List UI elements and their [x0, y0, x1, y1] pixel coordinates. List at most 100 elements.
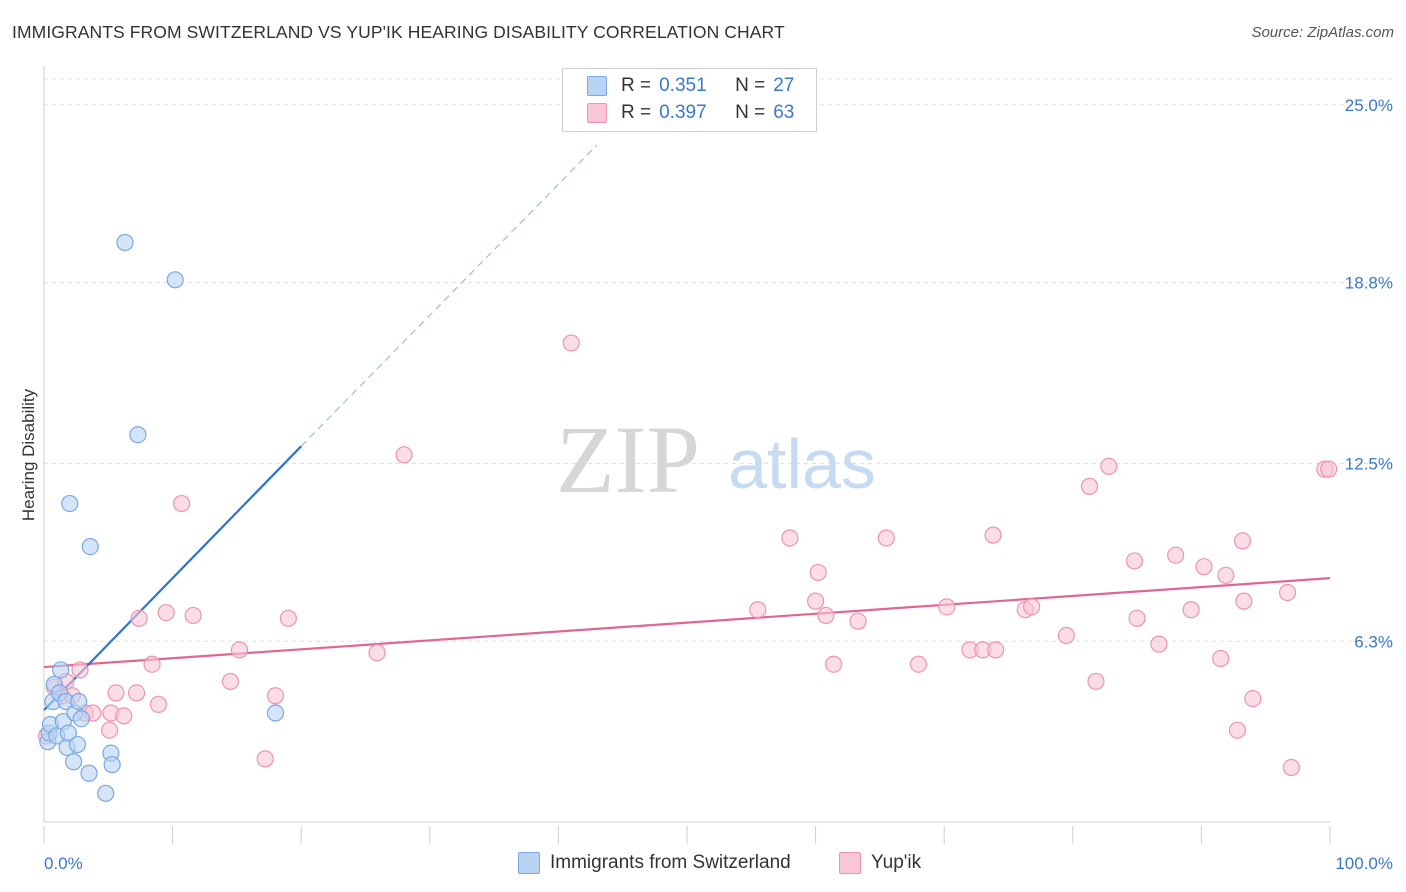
- point-yupik: [825, 655, 843, 673]
- series-legend: Immigrants from Switzerland Yup'ik: [0, 852, 1406, 878]
- legend-label-switzerland: Immigrants from Switzerland: [550, 852, 791, 873]
- legend-r-label: R =: [621, 102, 652, 123]
- point-yupik: [1125, 552, 1144, 570]
- point-yupik: [1057, 626, 1075, 645]
- point-yupik: [230, 641, 249, 659]
- point-yupik: [1228, 721, 1247, 739]
- legend-swatch-blue: [587, 76, 607, 96]
- point-yupik: [127, 684, 146, 702]
- point-switzerland: [129, 426, 147, 444]
- point-yupik: [1080, 477, 1099, 495]
- legend-n-label: N =: [735, 102, 766, 123]
- legend-swatch-pink: [839, 852, 861, 874]
- source-label: Source: ZipAtlas.com: [1251, 24, 1394, 41]
- point-yupik: [221, 672, 240, 691]
- point-switzerland: [72, 710, 90, 728]
- point-switzerland: [103, 756, 121, 774]
- point-yupik: [184, 606, 202, 625]
- x-tick-label-min: 0.0%: [44, 854, 83, 873]
- point-yupik: [130, 609, 148, 627]
- legend-r-value: 0.351: [659, 75, 707, 96]
- point-switzerland: [64, 753, 83, 771]
- point-yupik: [562, 334, 580, 352]
- y-tick-label: 12.5%: [1345, 454, 1393, 473]
- point-yupik: [1217, 566, 1235, 584]
- point-switzerland: [80, 764, 98, 782]
- point-yupik: [1233, 532, 1252, 550]
- point-switzerland: [61, 494, 79, 513]
- point-yupik: [1320, 460, 1338, 478]
- trend-line-yupik: [43, 577, 1331, 669]
- point-yupik: [1282, 758, 1301, 777]
- legend-n-value: 63: [773, 102, 795, 123]
- legend-n-value: 27: [773, 75, 795, 96]
- point-yupik: [149, 695, 168, 713]
- point-switzerland: [97, 784, 115, 802]
- watermark: ZIP atlas: [556, 406, 876, 513]
- point-yupik: [115, 707, 133, 725]
- axes: [43, 66, 1331, 844]
- point-yupik: [107, 684, 125, 702]
- point-switzerland: [116, 233, 134, 252]
- legend-label-yupik: Yup'ik: [871, 852, 922, 873]
- point-switzerland: [166, 271, 184, 289]
- point-switzerland: [52, 661, 70, 679]
- point-switzerland: [68, 735, 87, 754]
- point-yupik: [173, 494, 191, 513]
- point-yupik: [749, 601, 767, 619]
- point-yupik: [1212, 649, 1230, 668]
- point-yupik: [395, 446, 413, 464]
- legend-swatch-pink: [587, 103, 607, 123]
- point-yupik: [806, 592, 825, 610]
- point-yupik: [1100, 457, 1118, 475]
- point-yupik: [1244, 690, 1262, 708]
- grid: [44, 78, 1394, 642]
- point-yupik: [368, 644, 386, 662]
- trend-line-switzerland-extension: [300, 144, 598, 447]
- point-switzerland: [70, 692, 88, 711]
- legend-r-label: R =: [621, 75, 652, 96]
- watermark-zip: ZIP: [556, 406, 700, 513]
- tick-labels: 6.3% 12.5% 18.8% 25.0% 0.0% 100.0%: [44, 96, 1393, 873]
- correlation-legend: R = 0.351 N = 27 R = 0.397 N = 63: [562, 68, 817, 132]
- legend-item-yupik: Yup'ik: [839, 852, 921, 874]
- point-yupik: [157, 603, 175, 622]
- point-yupik: [1195, 558, 1213, 576]
- point-yupik: [938, 598, 956, 616]
- y-tick-label: 25.0%: [1345, 96, 1393, 115]
- point-yupik: [909, 655, 928, 673]
- point-yupik: [809, 563, 827, 582]
- x-tick-label-max: 100.0%: [1335, 854, 1393, 873]
- point-yupik: [877, 529, 895, 547]
- watermark-atlas: atlas: [728, 425, 876, 503]
- point-yupik: [781, 529, 799, 547]
- point-yupik: [817, 606, 835, 625]
- point-yupik: [1087, 672, 1105, 691]
- chart-title: IMMIGRANTS FROM SWITZERLAND VS YUP'IK HE…: [12, 22, 785, 42]
- data-points: [37, 233, 1338, 802]
- point-yupik: [984, 526, 1002, 544]
- legend-r-value: 0.397: [659, 102, 707, 123]
- point-yupik: [1278, 583, 1297, 602]
- point-switzerland: [266, 704, 285, 722]
- legend-n-label: N =: [735, 75, 766, 96]
- legend-item-switzerland: Immigrants from Switzerland: [518, 852, 791, 874]
- point-switzerland: [81, 538, 99, 556]
- legend-row-yupik: R = 0.397 N = 63: [587, 100, 794, 126]
- point-yupik: [1150, 635, 1168, 653]
- point-yupik: [849, 612, 867, 630]
- legend-row-switzerland: R = 0.351 N = 27: [587, 73, 794, 99]
- y-axis-label: Hearing Disability: [19, 388, 38, 521]
- point-yupik: [143, 655, 161, 673]
- point-yupik: [100, 721, 119, 739]
- point-yupik: [71, 661, 89, 679]
- legend-swatch-blue: [518, 852, 540, 874]
- y-tick-label: 6.3%: [1354, 632, 1393, 651]
- point-yupik: [1023, 598, 1041, 616]
- y-tick-label: 18.8%: [1345, 274, 1393, 293]
- point-yupik: [1182, 601, 1200, 619]
- point-yupik: [279, 609, 297, 627]
- point-yupik: [987, 641, 1005, 659]
- point-yupik: [1167, 546, 1185, 564]
